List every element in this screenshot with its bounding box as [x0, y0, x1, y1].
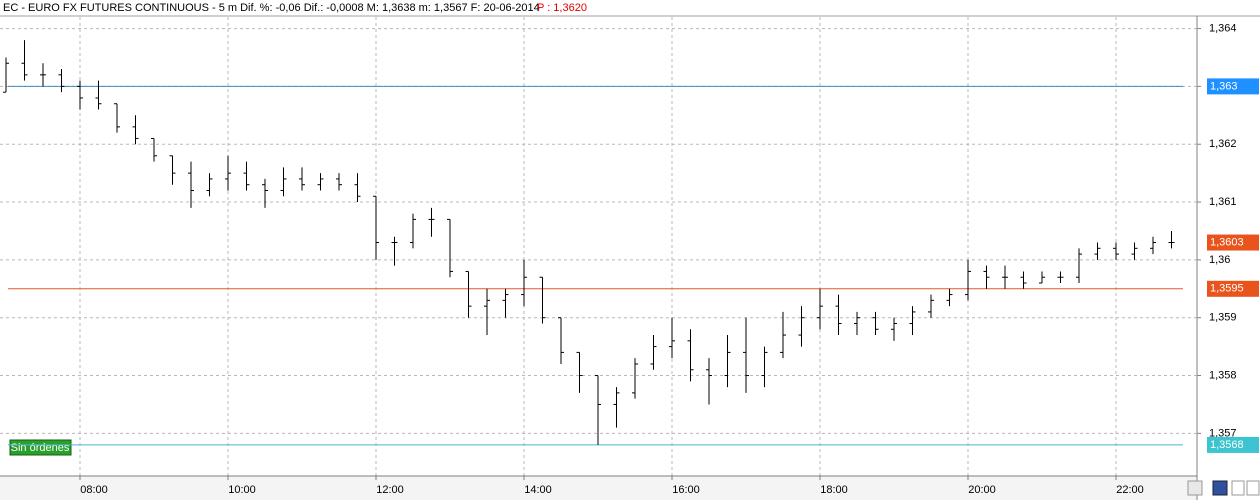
header: [0, 0, 1260, 16]
orders-badge-text: Sin órdenes: [11, 442, 70, 454]
level-tag-label: 1,3568: [1210, 439, 1244, 451]
level-tag-label: 1,363: [1210, 80, 1238, 92]
toolbar: [1187, 480, 1260, 496]
x-tick-label: 14:00: [524, 484, 552, 496]
x-tick-label: 10:00: [228, 484, 256, 496]
level-tag: [1207, 234, 1259, 251]
y-tick-label: 1,359: [1209, 312, 1237, 324]
level-tag-label: 1,3595: [1210, 283, 1244, 295]
x-tick-label: 18:00: [820, 484, 848, 496]
y-tick-label: 1,36: [1209, 254, 1230, 266]
orders-badge[interactable]: [9, 439, 72, 456]
tool-button[interactable]: [1187, 480, 1203, 496]
close-button[interactable]: [1246, 480, 1260, 496]
save-button[interactable]: [1212, 480, 1228, 496]
x-tick-label: 22:00: [1116, 484, 1144, 496]
level-tag: [1207, 78, 1259, 95]
x-tick-label: 20:00: [968, 484, 996, 496]
level-tag: [1207, 280, 1259, 297]
x-tick-label: 12:00: [376, 484, 404, 496]
y-tick-label: 1,364: [1209, 22, 1237, 34]
y-tick-label: 1,361: [1209, 196, 1237, 208]
pin-button[interactable]: [1231, 480, 1245, 496]
last-price: P : 1,3620: [537, 2, 587, 14]
x-tick-label: 16:00: [672, 484, 700, 496]
x-axis-band: [0, 476, 1197, 500]
y-tick-label: 1,357: [1209, 427, 1237, 439]
chart-title: EC - EURO FX FUTURES CONTINUOUS - 5 m Di…: [3, 2, 540, 14]
x-tick-label: 08:00: [80, 484, 108, 496]
level-tag-label: 1,3603: [1210, 236, 1244, 248]
y-tick-label: 1,358: [1209, 369, 1237, 381]
y-tick-label: 1,362: [1209, 138, 1237, 150]
level-tag: [1207, 436, 1259, 453]
